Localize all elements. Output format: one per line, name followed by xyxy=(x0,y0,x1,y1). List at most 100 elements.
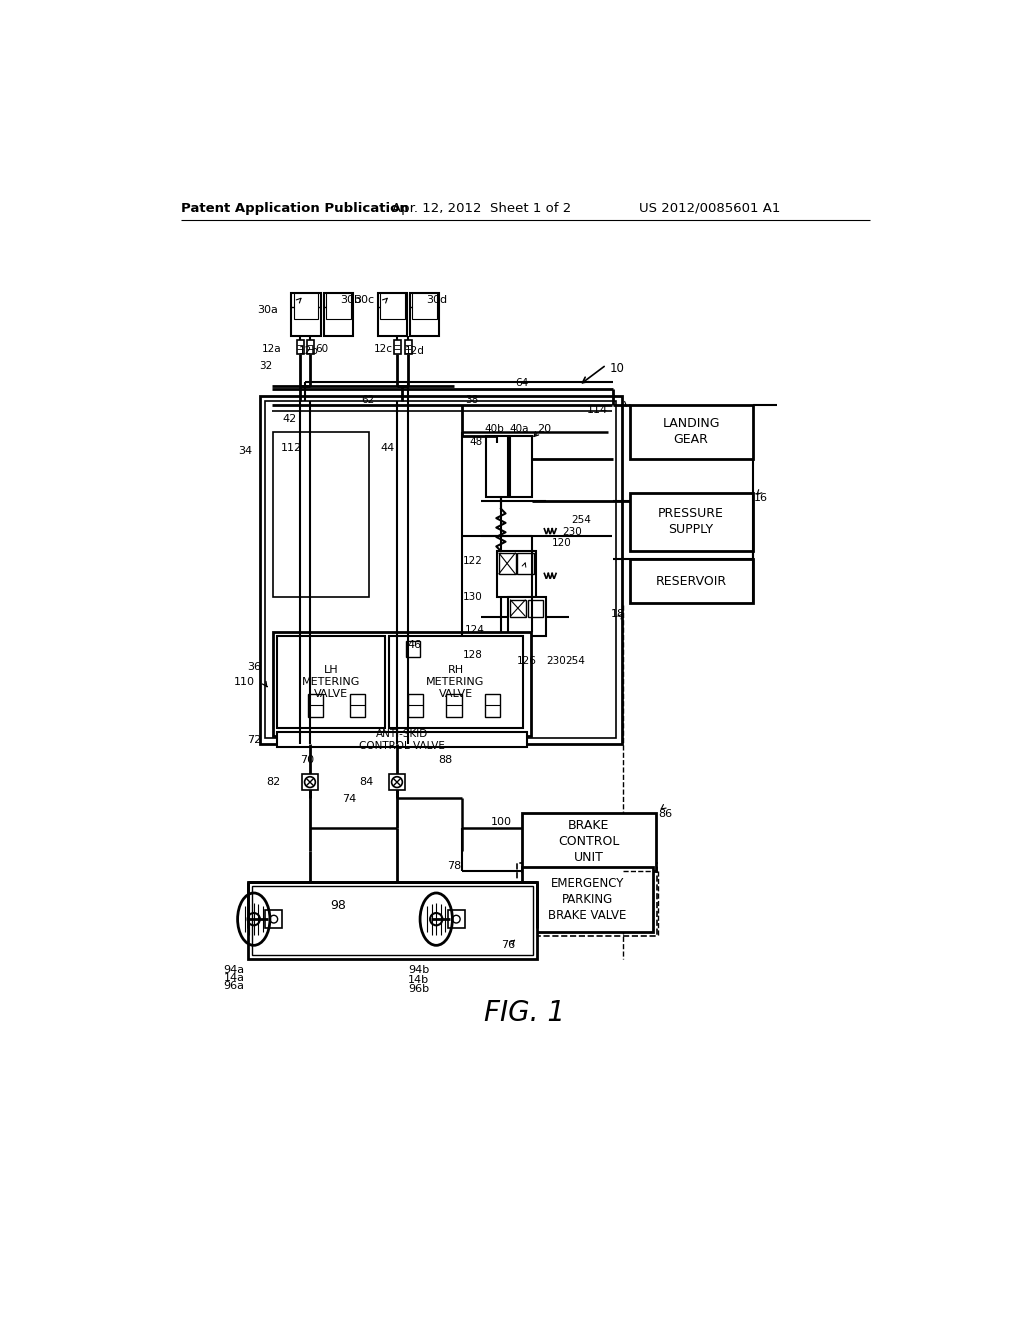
Text: 12d: 12d xyxy=(404,346,425,356)
Text: 96a: 96a xyxy=(223,981,245,991)
Text: 62: 62 xyxy=(361,395,375,405)
Text: PRESSURE
SUPPLY: PRESSURE SUPPLY xyxy=(658,507,724,536)
Bar xyxy=(294,293,318,318)
Text: 124: 124 xyxy=(465,626,484,635)
Text: 40a: 40a xyxy=(509,424,529,434)
Text: 14b: 14b xyxy=(409,974,429,985)
Bar xyxy=(521,867,652,932)
Text: EMERGENCY
PARKING
BRAKE VALVE: EMERGENCY PARKING BRAKE VALVE xyxy=(548,876,627,921)
Bar xyxy=(378,293,407,335)
Text: 230: 230 xyxy=(562,527,582,537)
Text: 122: 122 xyxy=(463,556,482,566)
Text: 230: 230 xyxy=(547,656,566,667)
Bar xyxy=(292,293,321,335)
Text: 94a: 94a xyxy=(223,965,245,975)
Bar xyxy=(508,598,547,636)
Bar xyxy=(260,396,622,743)
Bar xyxy=(528,599,544,616)
Bar xyxy=(630,558,753,603)
Text: US 2012/0085601 A1: US 2012/0085601 A1 xyxy=(639,202,780,215)
Text: 16: 16 xyxy=(755,494,768,503)
Bar xyxy=(265,909,283,928)
Bar xyxy=(630,405,753,459)
Bar xyxy=(481,432,611,612)
Text: 120: 120 xyxy=(552,539,571,548)
Text: 112: 112 xyxy=(281,444,302,453)
Text: 130: 130 xyxy=(463,593,482,602)
Bar xyxy=(517,553,535,574)
Text: 86: 86 xyxy=(658,809,672,818)
Text: Patent Application Publication: Patent Application Publication xyxy=(180,202,409,215)
Text: BRAKE
CONTROL
UNIT: BRAKE CONTROL UNIT xyxy=(558,818,620,863)
Bar xyxy=(446,693,462,717)
Text: 14a: 14a xyxy=(223,973,245,983)
Bar xyxy=(389,775,404,789)
Bar xyxy=(324,293,353,335)
Text: 12c: 12c xyxy=(374,345,392,354)
Text: 254: 254 xyxy=(571,515,591,525)
Text: 34: 34 xyxy=(239,446,252,455)
Bar xyxy=(326,293,351,318)
Text: RESERVOIR: RESERVOIR xyxy=(655,574,727,587)
Bar xyxy=(404,341,412,354)
Bar xyxy=(486,436,508,498)
Text: 88: 88 xyxy=(438,755,453,766)
Bar xyxy=(380,293,404,318)
Text: 60: 60 xyxy=(315,345,329,354)
Text: 114: 114 xyxy=(587,405,608,414)
Text: LH
METERING
VALVE: LH METERING VALVE xyxy=(302,664,360,700)
Bar xyxy=(249,882,538,960)
Text: 20: 20 xyxy=(538,424,551,434)
Text: 12b: 12b xyxy=(298,346,318,356)
Bar xyxy=(521,813,656,871)
Text: 10: 10 xyxy=(609,363,625,375)
Text: 84: 84 xyxy=(358,777,373,787)
Text: FIG. 1: FIG. 1 xyxy=(484,999,565,1027)
Bar xyxy=(630,494,753,552)
Text: 100: 100 xyxy=(490,817,512,826)
Bar xyxy=(276,733,527,747)
Bar xyxy=(307,693,323,717)
Bar xyxy=(273,632,531,737)
Text: 30a: 30a xyxy=(257,305,279,314)
Bar xyxy=(495,642,507,655)
Bar xyxy=(388,636,523,729)
Bar xyxy=(394,341,400,354)
Bar xyxy=(447,909,465,928)
Text: 30d: 30d xyxy=(426,296,447,305)
Bar xyxy=(265,401,616,738)
Bar xyxy=(408,693,423,717)
Bar xyxy=(276,636,385,729)
Bar xyxy=(297,341,304,354)
Bar xyxy=(269,627,539,739)
Bar xyxy=(510,599,525,616)
Bar xyxy=(273,432,370,598)
Bar xyxy=(484,693,500,717)
Bar xyxy=(307,341,313,354)
Bar xyxy=(302,775,317,789)
Text: 82: 82 xyxy=(266,777,281,787)
Text: 48: 48 xyxy=(469,437,482,447)
Bar xyxy=(407,642,420,656)
Text: 78: 78 xyxy=(447,861,462,871)
Text: 18: 18 xyxy=(610,609,625,619)
Text: Apr. 12, 2012  Sheet 1 of 2: Apr. 12, 2012 Sheet 1 of 2 xyxy=(392,202,571,215)
Text: 38: 38 xyxy=(466,395,479,405)
Text: 254: 254 xyxy=(565,656,586,667)
Text: 98: 98 xyxy=(331,899,346,912)
Text: 72: 72 xyxy=(247,735,261,744)
Text: 94b: 94b xyxy=(409,965,429,975)
Text: LANDING
GEAR: LANDING GEAR xyxy=(663,417,720,446)
Text: 46: 46 xyxy=(408,640,422,649)
Bar xyxy=(413,293,437,318)
Bar xyxy=(517,863,657,936)
Text: 64: 64 xyxy=(515,378,528,388)
Text: 126: 126 xyxy=(517,656,537,667)
Text: RH
METERING
VALVE: RH METERING VALVE xyxy=(426,664,484,700)
Text: 42: 42 xyxy=(283,414,297,424)
Text: 30c: 30c xyxy=(353,296,374,305)
Text: 36: 36 xyxy=(248,661,261,672)
Bar xyxy=(252,886,534,956)
Text: 76: 76 xyxy=(502,940,515,950)
Bar xyxy=(499,553,515,574)
